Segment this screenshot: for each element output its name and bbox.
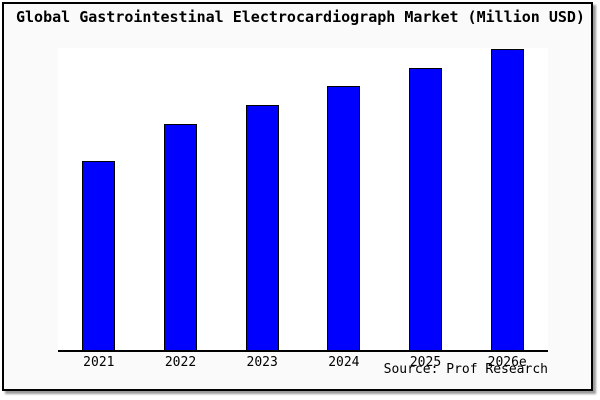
x-tick-label-2024: 2024 [328,355,360,370]
bar-2025 [409,68,443,350]
x-tick-label-2021: 2021 [83,355,115,370]
x-axis-labels: 2021 2022 2023 2024 2025 2026e [58,355,548,370]
source-credit: Source: Prof Research [383,362,548,377]
x-tick-label-2026e: 2026e [487,355,527,370]
x-tick-label-2025: 2025 [409,355,442,370]
chart-frame: Global Gastrointestinal Electrocardiogra… [2,2,593,391]
x-tick-label-2023: 2023 [246,355,278,370]
bar-slot [58,48,140,350]
bar-2026e [490,49,524,350]
bar-2021 [82,161,116,350]
bar-2024 [327,86,361,350]
bar-slot [221,48,303,350]
bar-2023 [245,105,279,350]
bar-slot [385,48,467,350]
chart-title: Global Gastrointestinal Electrocardiogra… [16,8,585,26]
bar-slot [140,48,222,350]
plot-area [58,48,548,352]
bar-slot [303,48,385,350]
bar-2022 [164,124,197,350]
x-tick-label-2022: 2022 [164,355,197,370]
bar-slot [466,48,548,350]
